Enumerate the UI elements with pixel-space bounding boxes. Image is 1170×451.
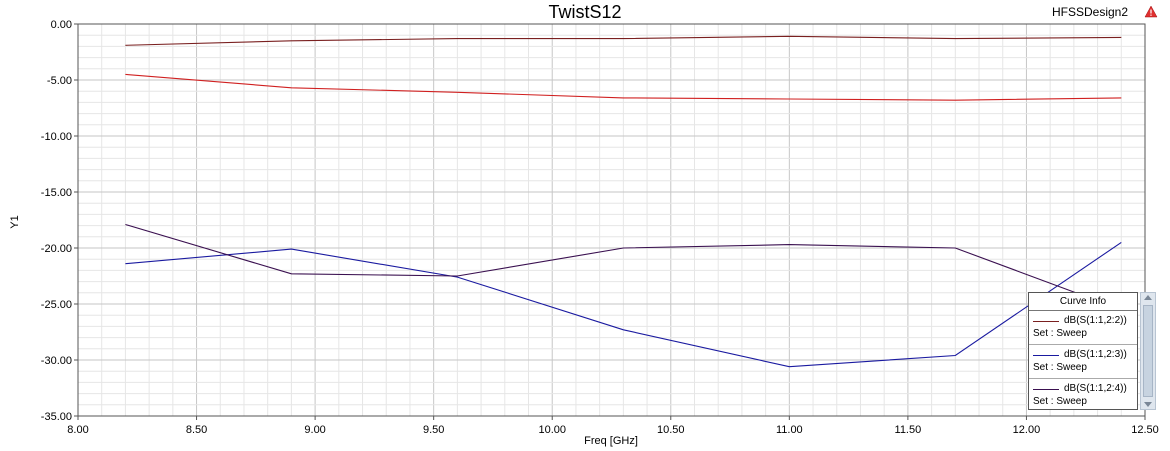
legend-series-name: dB(S(1:1,2:4)) (1064, 383, 1127, 394)
grid (77, 23, 1146, 417)
y-tick-label: 0.00 (51, 19, 72, 31)
legend-series-set: Set : Sweep (1033, 328, 1087, 339)
warning-icon[interactable] (1144, 5, 1158, 18)
y-tick-label: -15.00 (41, 187, 72, 199)
x-axis-label: Freq [GHz] (584, 435, 638, 447)
y-tick-label: -20.00 (41, 243, 72, 255)
plot-frame (77, 23, 1146, 417)
x-tick-label: 8.00 (67, 424, 88, 436)
y-tick-label: -5.00 (47, 75, 72, 87)
scroll-down-icon[interactable] (1144, 402, 1152, 407)
legend-entry[interactable]: dB(S(1:1,2:4)) Set : Sweep (1029, 379, 1137, 412)
legend-series-name: dB(S(1:1,2:2)) (1064, 315, 1127, 326)
x-tick-label: 9.00 (304, 424, 325, 436)
series-line-2 (125, 223, 1122, 311)
legend-swatch (1033, 321, 1059, 322)
series-line-1 (125, 241, 1122, 368)
legend-series-set: Set : Sweep (1033, 396, 1087, 407)
design-name: HFSSDesign2 (1052, 5, 1128, 19)
scroll-up-icon[interactable] (1144, 295, 1152, 300)
y-tick-label: -30.00 (41, 355, 72, 367)
y-tick-label: -25.00 (41, 299, 72, 311)
legend-title: Curve Info (1029, 293, 1137, 311)
x-tick-label: 11.00 (776, 424, 803, 436)
y-axis-label: Y1 (9, 215, 21, 228)
legend[interactable]: Curve Info dB(S(1:1,2:2)) Set : Sweep dB… (1028, 292, 1138, 410)
axis-ticks: 8.00 8.50 9.00 9.50 10.00 10.50 11.00 11.50 12.0… (41, 19, 1159, 436)
legend-swatch (1033, 389, 1059, 390)
x-tick-label: 12.00 (1013, 424, 1041, 436)
series-line-3 (125, 73, 1122, 101)
legend-series-set: Set : Sweep (1033, 362, 1087, 373)
chart-title: TwistS12 (548, 2, 621, 22)
legend-entry[interactable]: dB(S(1:1,2:2)) Set : Sweep (1029, 311, 1137, 345)
legend-entry[interactable]: dB(S(1:1,2:3)) Set : Sweep (1029, 345, 1137, 379)
scroll-thumb[interactable] (1143, 305, 1153, 397)
x-tick-label: 11.50 (895, 424, 922, 436)
series-lines (125, 35, 1122, 368)
y-tick-label: -35.00 (41, 411, 72, 423)
x-tick-label: 10.00 (538, 424, 566, 436)
x-tick-label: 9.50 (423, 424, 444, 436)
x-tick-label: 10.50 (657, 424, 685, 436)
x-tick-label: 8.50 (186, 424, 207, 436)
legend-series-name: dB(S(1:1,2:3)) (1064, 349, 1127, 360)
series-line-0 (125, 35, 1122, 46)
legend-swatch (1033, 355, 1059, 356)
y-tick-label: -10.00 (41, 131, 72, 143)
x-tick-label: 12.50 (1131, 424, 1159, 436)
legend-scrollbar[interactable] (1140, 292, 1156, 410)
